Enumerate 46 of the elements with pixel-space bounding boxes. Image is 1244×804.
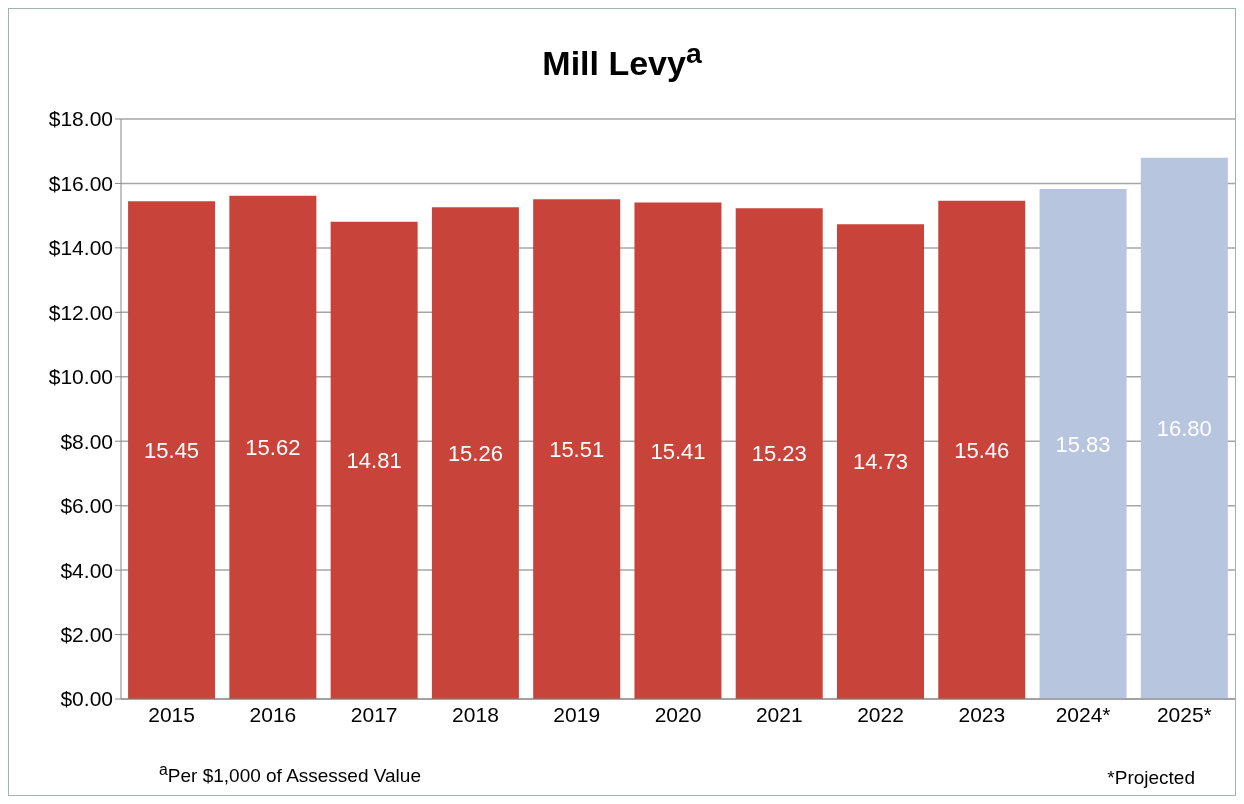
- y-tick-label: $0.00: [60, 687, 113, 711]
- data-label: 15.45: [144, 437, 200, 463]
- y-tick-label: $4.00: [60, 558, 113, 582]
- data-label: 15.26: [447, 440, 503, 466]
- x-tick-label: 2025*: [1156, 702, 1212, 726]
- x-tick-label: 2015: [148, 702, 195, 726]
- data-label: 14.73: [852, 449, 909, 475]
- x-tick-label: 2019: [553, 702, 601, 726]
- y-tick-label: $18.00: [48, 107, 113, 131]
- data-label: 16.80: [1156, 416, 1212, 442]
- x-tick-label: 2016: [249, 702, 297, 726]
- data-label: 14.81: [346, 448, 402, 474]
- data-label: 15.83: [1055, 431, 1111, 457]
- bar: [837, 224, 924, 699]
- y-tick-label: $6.00: [60, 494, 113, 518]
- x-tick-label: 2020: [654, 702, 702, 726]
- text: *Projected: [1107, 767, 1195, 789]
- bar: [634, 202, 722, 699]
- y-tick-label: $10.00: [48, 365, 113, 389]
- bar: [938, 200, 1026, 699]
- y-tick-label: $8.00: [60, 429, 113, 453]
- bar: [431, 207, 519, 699]
- bar: [128, 201, 216, 699]
- bar: [533, 199, 621, 699]
- bar: [1039, 188, 1127, 699]
- data-label: 15.23: [751, 441, 807, 467]
- x-tick-label: 2017: [350, 702, 398, 726]
- x-tick-label: 2023: [958, 702, 1006, 726]
- bar: [735, 208, 823, 699]
- y-tick-label: $16.00: [48, 171, 113, 195]
- data-label: 15.41: [650, 438, 706, 464]
- x-tick-label: 2021: [755, 702, 803, 726]
- y-tick-label: $12.00: [48, 300, 113, 324]
- bar: [1140, 157, 1228, 699]
- chart-title: Mill Levy$^{a}$: [541, 37, 703, 84]
- data-label: 15.46: [954, 437, 1010, 463]
- x-tick-label: 2024*: [1055, 702, 1111, 726]
- bar: [229, 195, 317, 699]
- x-tick-label: 2022: [857, 702, 904, 726]
- y-tick-label: $14.00: [48, 236, 113, 260]
- bar: [330, 221, 418, 699]
- x-tick-label: 2018: [452, 702, 499, 726]
- y-tick-label: $2.00: [60, 623, 113, 647]
- data-label: 15.51: [549, 436, 605, 462]
- text: $^{a}$Per $1,000 of Assessed Value: [159, 761, 421, 788]
- data-label: 15.62: [245, 435, 301, 461]
